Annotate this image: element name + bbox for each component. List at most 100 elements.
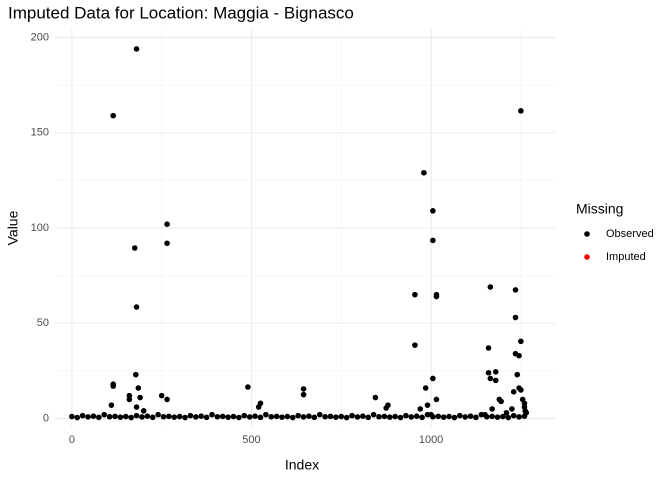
point <box>133 404 140 410</box>
point <box>433 396 440 403</box>
legend-label: Imputed <box>606 251 646 263</box>
point <box>478 411 485 418</box>
point <box>516 352 522 359</box>
point <box>487 284 494 290</box>
point <box>354 414 361 420</box>
point <box>430 208 436 214</box>
point <box>494 414 501 420</box>
point <box>90 413 97 419</box>
point <box>74 414 81 421</box>
point <box>69 413 75 420</box>
point <box>160 413 167 420</box>
point <box>311 414 318 421</box>
point <box>155 411 161 418</box>
point <box>149 414 156 421</box>
point <box>489 406 495 412</box>
point <box>360 413 366 419</box>
legend-marker <box>584 231 590 237</box>
point <box>516 414 522 420</box>
point <box>430 413 436 420</box>
point <box>112 413 118 420</box>
point <box>512 314 519 321</box>
point <box>417 406 424 412</box>
y-tick-label: 100 <box>31 222 49 234</box>
point <box>498 398 504 405</box>
point <box>164 240 170 247</box>
point <box>408 414 415 420</box>
point <box>101 411 108 418</box>
point <box>435 413 442 420</box>
point <box>122 413 129 420</box>
y-tick-label: 150 <box>31 127 49 139</box>
point <box>284 413 291 420</box>
point <box>473 414 479 421</box>
point <box>106 413 113 420</box>
point <box>268 413 275 420</box>
y-tick-label: 0 <box>43 412 49 424</box>
point <box>257 414 264 421</box>
point <box>96 414 102 421</box>
point <box>419 414 425 421</box>
point <box>133 371 139 378</box>
point <box>246 414 253 420</box>
point <box>376 413 382 420</box>
point <box>164 396 170 403</box>
point <box>421 169 427 176</box>
point <box>381 413 388 420</box>
point <box>365 414 372 421</box>
point <box>413 413 420 419</box>
point <box>485 369 492 376</box>
point <box>300 414 307 420</box>
point <box>128 414 134 421</box>
point <box>440 414 447 420</box>
point <box>117 414 124 420</box>
legend-label: Observed <box>606 228 654 240</box>
point <box>451 414 458 421</box>
point <box>126 396 133 403</box>
point <box>79 412 86 419</box>
point <box>433 293 440 300</box>
y-axis-title: Value <box>5 210 21 245</box>
point <box>316 411 323 418</box>
x-tick-label: 500 <box>242 434 260 446</box>
point <box>295 412 301 419</box>
point <box>209 411 215 418</box>
point <box>485 345 492 351</box>
point <box>370 411 377 418</box>
point <box>252 413 258 419</box>
point <box>158 392 165 399</box>
point <box>230 413 237 420</box>
point <box>492 369 499 375</box>
point <box>198 413 204 419</box>
point <box>333 414 339 420</box>
point <box>140 408 147 414</box>
point <box>518 387 524 393</box>
point <box>446 413 452 420</box>
point <box>487 375 494 382</box>
chart-title: Imputed Data for Location: Maggia - Bign… <box>8 3 354 22</box>
point <box>518 108 524 114</box>
point <box>176 413 183 420</box>
point <box>503 409 510 416</box>
point <box>85 414 91 420</box>
point <box>144 413 151 419</box>
point <box>110 112 116 119</box>
point <box>203 414 210 421</box>
point <box>182 414 188 421</box>
point <box>509 406 515 412</box>
point <box>430 237 436 244</box>
point <box>483 413 490 420</box>
point <box>135 385 142 391</box>
point <box>489 413 495 420</box>
x-tick-label: 1000 <box>419 434 443 446</box>
point <box>219 413 226 420</box>
point <box>131 245 138 251</box>
point <box>338 413 345 420</box>
legend-marker <box>584 254 590 260</box>
point <box>300 386 307 392</box>
point <box>164 221 170 227</box>
x-axis-title: Index <box>285 457 319 473</box>
point <box>457 412 463 419</box>
point <box>187 412 194 419</box>
